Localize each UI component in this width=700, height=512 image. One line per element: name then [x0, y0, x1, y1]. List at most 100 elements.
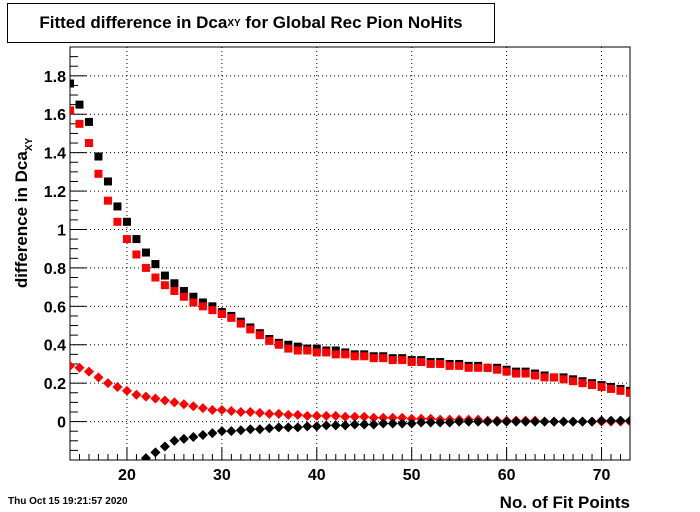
y-axis-title: difference in DcaXY [12, 138, 35, 289]
data-point-diamond [197, 430, 208, 441]
data-point-square [217, 310, 226, 319]
data-point-diamond [226, 406, 237, 417]
data-point-diamond [121, 385, 132, 396]
data-point-diamond [530, 416, 541, 427]
series-4 [140, 415, 630, 460]
data-point-diamond [587, 416, 598, 427]
series-1 [70, 79, 630, 395]
data-point-square [464, 363, 473, 372]
y-tick-label: 1.8 [44, 69, 66, 86]
data-point-diamond [159, 395, 170, 406]
data-point-diamond [207, 405, 218, 416]
data-point-diamond [349, 419, 360, 430]
data-point-square [113, 217, 122, 226]
data-point-square [170, 279, 179, 288]
data-point-diamond [283, 422, 294, 433]
data-point-square [170, 286, 179, 295]
data-point-square [379, 354, 388, 363]
data-point-diamond [207, 428, 218, 439]
y-tick-label: 0.2 [44, 376, 66, 393]
data-point-square [512, 369, 521, 378]
data-point-square [331, 350, 340, 359]
data-point-diamond [273, 408, 284, 419]
data-point-square [350, 352, 359, 361]
data-point-square [227, 313, 236, 322]
data-point-square [559, 375, 568, 384]
data-point-square [274, 340, 283, 349]
data-point-square [531, 371, 540, 380]
y-tick-label: 1.2 [44, 184, 66, 201]
data-point-diamond [169, 435, 180, 446]
data-point-diamond [577, 416, 588, 427]
data-point-square [436, 359, 445, 368]
data-point-diamond [102, 378, 113, 389]
data-point-square [151, 260, 160, 269]
data-point-diamond [216, 405, 227, 416]
data-point-square [141, 248, 150, 257]
data-point-square [160, 281, 169, 290]
data-point-square [75, 119, 84, 128]
plot-frame [69, 46, 631, 461]
data-point-diamond [387, 412, 398, 423]
data-point-diamond [216, 426, 227, 437]
data-point-diamond [359, 411, 370, 422]
data-point-square [398, 356, 407, 365]
data-point-diamond [112, 382, 123, 393]
data-point-diamond [340, 411, 351, 422]
y-tick-label: 0 [57, 415, 66, 432]
data-point-square [312, 348, 321, 357]
data-point-diamond [558, 416, 569, 427]
data-point-diamond [197, 403, 208, 414]
data-point-diamond [140, 391, 151, 402]
data-point-diamond [349, 411, 360, 422]
data-point-diamond [416, 417, 427, 428]
y-tick-label: 1 [57, 222, 66, 239]
data-point-square [198, 302, 207, 311]
data-point-diamond [330, 420, 341, 431]
data-point-square [179, 286, 188, 295]
data-point-diamond [435, 417, 446, 428]
data-point-square [360, 352, 369, 361]
data-point-square [151, 273, 160, 282]
data-point-diamond [568, 416, 579, 427]
data-point-diamond [463, 416, 474, 427]
data-point-square [189, 298, 198, 307]
data-point-square [569, 377, 578, 386]
data-point-diamond [425, 417, 436, 428]
x-tick-label: 20 [118, 467, 136, 484]
data-point-square [550, 373, 559, 382]
data-point-square [113, 202, 122, 211]
y-axis-title-main: difference in Dca [12, 151, 31, 289]
data-point-diamond [444, 417, 455, 428]
data-point-square [246, 325, 255, 334]
data-point-diamond [245, 424, 256, 435]
x-tick-label: 30 [213, 467, 231, 484]
data-point-diamond [473, 416, 484, 427]
data-point-square [303, 346, 312, 355]
chart-title: Fitted difference in Dca XY for Global Re… [7, 3, 495, 43]
data-point-diamond [596, 415, 607, 426]
data-point-square [540, 373, 549, 382]
data-point-square [521, 369, 530, 378]
data-point-square [616, 386, 625, 395]
data-point-square [236, 319, 245, 328]
data-point-diamond [378, 418, 389, 429]
data-point-square [493, 365, 502, 374]
data-point-diamond [311, 421, 322, 432]
y-tick-label: 1.6 [44, 107, 66, 124]
data-point-diamond [615, 415, 626, 426]
data-point-square [189, 292, 198, 301]
data-point-diamond [70, 360, 75, 371]
data-point-square [483, 363, 492, 372]
data-point-diamond [178, 399, 189, 410]
chart-title-sub: XY [227, 17, 241, 29]
y-tick-label: 0.8 [44, 261, 66, 278]
x-tick-label: 70 [593, 467, 611, 484]
data-point-diamond [74, 362, 85, 373]
data-point-diamond [226, 426, 237, 437]
data-point-diamond [292, 409, 303, 420]
grid-lines [70, 47, 630, 460]
y-tick-label: 1.4 [44, 146, 66, 163]
data-point-diamond [140, 453, 151, 460]
